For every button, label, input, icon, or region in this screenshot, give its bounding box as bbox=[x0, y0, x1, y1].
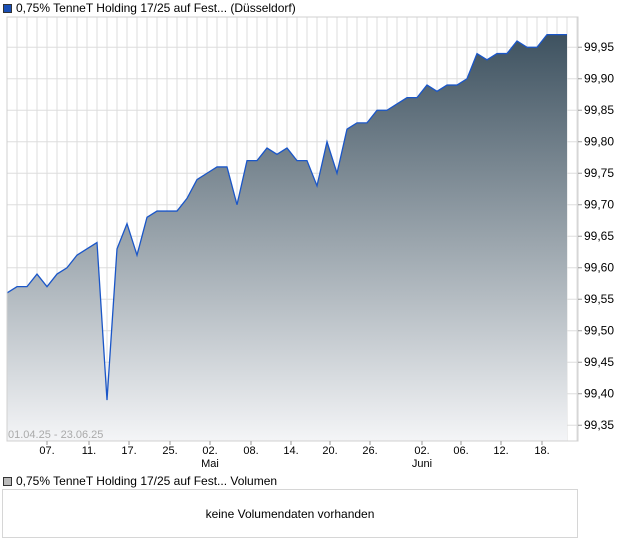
price-chart: 99,35 99,40 99,45 99,50 99,55 99,60 99,65 99,70… bbox=[6, 16, 614, 470]
y-tick-label: 99,60 bbox=[584, 261, 614, 275]
x-month-label: Juni bbox=[412, 458, 432, 470]
y-tick-label: 99,35 bbox=[584, 418, 614, 432]
plot-frame bbox=[6, 16, 579, 442]
x-tick-label: 07. bbox=[39, 445, 54, 457]
legend-label-volume: 0,75% TenneT Holding 17/25 auf Fest... V… bbox=[16, 474, 278, 488]
main-legend: 0,75% TenneT Holding 17/25 auf Fest... (… bbox=[3, 1, 296, 15]
x-tick-label: 08. bbox=[243, 445, 258, 457]
x-tick-label: 25. bbox=[162, 445, 177, 457]
price-area bbox=[7, 34, 567, 442]
x-tick-label: 14. bbox=[283, 445, 298, 457]
y-tick-label: 99,50 bbox=[584, 324, 614, 338]
x-tick-label: 12. bbox=[493, 445, 508, 457]
x-tick-label: 18. bbox=[534, 445, 549, 457]
x-tick-label: 02. bbox=[202, 445, 217, 457]
y-tick-label: 99,55 bbox=[584, 292, 614, 306]
y-tick-label: 99,85 bbox=[584, 103, 614, 117]
y-tick-label: 99,90 bbox=[584, 72, 614, 86]
volume-legend: 0,75% TenneT Holding 17/25 auf Fest... V… bbox=[3, 474, 277, 488]
x-tick-label: 02. bbox=[414, 445, 429, 457]
x-tick-label: 26. bbox=[362, 445, 377, 457]
y-tick-label: 99,70 bbox=[584, 198, 614, 212]
x-tick-label: 17. bbox=[121, 445, 136, 457]
date-range-label: 01.04.25 - 23.06.25 bbox=[8, 429, 103, 441]
x-tick-label: 20. bbox=[322, 445, 337, 457]
y-tick-label: 99,40 bbox=[584, 387, 614, 401]
legend-label-price: 0,75% TenneT Holding 17/25 auf Fest... (… bbox=[16, 1, 296, 15]
volume-panel: keine Volumendaten vorhanden bbox=[2, 489, 578, 538]
x-tick-label: 06. bbox=[453, 445, 468, 457]
legend-swatch-volume bbox=[3, 476, 12, 486]
y-tick-label: 99,65 bbox=[584, 229, 614, 243]
y-tick-label: 99,75 bbox=[584, 166, 614, 180]
y-tick-label: 99,45 bbox=[584, 355, 614, 369]
legend-swatch-price bbox=[3, 3, 12, 13]
x-month-label: Mai bbox=[201, 458, 219, 470]
volume-empty-message: keine Volumendaten vorhanden bbox=[205, 506, 375, 521]
y-tick-label: 99,95 bbox=[584, 40, 614, 54]
price-line bbox=[6, 33, 567, 401]
x-tick-label: 11. bbox=[82, 445, 96, 457]
y-tick-label: 99,80 bbox=[584, 135, 614, 149]
